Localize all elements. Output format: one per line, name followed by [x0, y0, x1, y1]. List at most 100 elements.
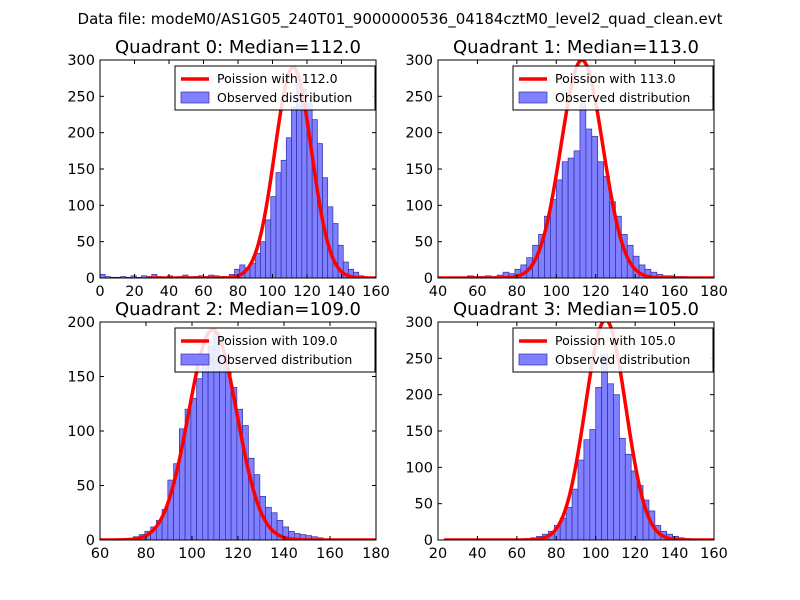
histogram-bar [630, 470, 638, 541]
x-tick-label: 40 [429, 284, 447, 300]
x-tick-label: 60 [194, 284, 212, 300]
y-tick-label: 50 [77, 235, 95, 251]
x-tick-label: 120 [582, 284, 610, 300]
x-tick-label: 180 [362, 546, 390, 562]
histogram-bar [591, 135, 599, 279]
histogram-bar [271, 512, 278, 541]
histogram-bar [585, 128, 593, 279]
x-tick-label: 40 [160, 284, 178, 300]
quadrant-1-panel: Quadrant 1: Median=113.0 40 60 80 100 120 140 1… [405, 37, 728, 300]
y-tick-label: 0 [424, 533, 433, 549]
y-tick-label: 100 [67, 198, 95, 214]
histogram-bar [207, 345, 215, 541]
x-tick-label: 100 [178, 546, 206, 562]
histogram-bar [565, 506, 573, 541]
y-tick-label: 150 [67, 162, 95, 178]
legend-bar-swatch [180, 353, 210, 366]
histogram-bar [577, 459, 585, 541]
histogram-bar [291, 106, 298, 279]
poisson-curve [443, 322, 714, 540]
histogram-bar [595, 387, 602, 541]
histogram-bar [619, 437, 626, 541]
histogram-bar [196, 378, 203, 541]
y-tick-label: 200 [405, 388, 433, 404]
histogram-bar [280, 159, 287, 279]
histogram-bar [555, 179, 563, 279]
legend-line-label: Poission with 105.0 [555, 333, 676, 348]
x-tick-label: 160 [316, 546, 344, 562]
histogram-bar [613, 394, 620, 541]
histogram-bar [567, 157, 575, 279]
quadrant-3-panel: Quadrant 3: Median=105.0 20 40 60 80 100 120 14… [405, 299, 728, 562]
quadrant-1-bars [467, 103, 687, 279]
x-tick-label: 140 [621, 284, 649, 300]
y-tick-label: 300 [67, 53, 95, 69]
histogram-bar [597, 161, 604, 279]
x-tick-label: 180 [700, 284, 728, 300]
y-tick-label: 50 [415, 497, 433, 513]
x-tick-label: 160 [362, 284, 390, 300]
legend-bar-label: Observed distribution [555, 90, 690, 105]
histogram-bar [624, 453, 632, 541]
histogram-bar [202, 365, 209, 541]
x-tick-label: 140 [661, 546, 689, 562]
quadrant-3-bars [524, 354, 691, 541]
quadrant-0-panel: Quadrant 0: Median=112.0 0 20 40 60 80 100 120 1… [67, 37, 390, 300]
histogram-bar [332, 223, 339, 279]
quadrant-1-title: Quadrant 1: Median=113.0 [453, 37, 699, 58]
y-tick-label: 300 [405, 315, 433, 331]
poisson-curve [146, 65, 376, 278]
x-tick-label: 20 [125, 284, 143, 300]
x-tick-label: 160 [661, 284, 689, 300]
legend-bar-label: Observed distribution [555, 352, 690, 367]
x-tick-label: 120 [621, 546, 649, 562]
x-tick-label: 160 [700, 546, 728, 562]
legend-box [174, 65, 376, 111]
x-tick-label: 120 [293, 284, 321, 300]
y-tick-label: 300 [405, 53, 433, 69]
x-tick-label: 100 [582, 546, 610, 562]
legend-bar-swatch [518, 353, 548, 366]
y-tick-label: 0 [86, 271, 95, 287]
histogram-bar [311, 119, 318, 279]
y-tick-label: 250 [405, 351, 433, 367]
histogram-bar [601, 354, 608, 541]
legend-bar-swatch [518, 91, 548, 104]
x-tick-label: 100 [259, 284, 287, 300]
x-tick-label: 80 [547, 546, 565, 562]
histogram-bar [583, 439, 591, 541]
legend-bar-label: Observed distribution [217, 352, 352, 367]
x-tick-label: 20 [429, 546, 447, 562]
x-tick-label: 80 [229, 284, 247, 300]
x-tick-label: 60 [508, 546, 526, 562]
legend-bar-label: Observed distribution [217, 90, 352, 105]
histogram-bar [265, 219, 272, 279]
quadrant-3-title: Quadrant 3: Median=105.0 [453, 299, 699, 320]
y-tick-label: 250 [405, 89, 433, 105]
histogram-bar [190, 397, 197, 541]
histogram-bar [296, 82, 303, 279]
y-tick-label: 100 [405, 460, 433, 476]
y-tick-label: 250 [67, 89, 95, 105]
legend-bar-swatch [180, 91, 210, 104]
y-tick-label: 200 [405, 126, 433, 142]
y-tick-label: 100 [405, 198, 433, 214]
histogram-bar [589, 429, 597, 541]
legend-line-label: Poission with 112.0 [217, 71, 338, 86]
quadrant-0-bars [99, 82, 365, 279]
x-tick-label: 60 [468, 284, 486, 300]
figure-title: Data file: modeM0/AS1G05_240T01_90000005… [78, 10, 723, 29]
quadrant-2-legend: Poission with 109.0 Observed distribution [174, 327, 376, 373]
y-tick-label: 150 [405, 424, 433, 440]
histogram-bar [254, 252, 261, 279]
x-tick-label: 0 [95, 284, 104, 300]
y-tick-label: 150 [405, 162, 433, 178]
histogram-bar [285, 137, 292, 279]
histogram-bar [260, 241, 266, 279]
x-tick-label: 60 [91, 546, 109, 562]
y-tick-label: 200 [67, 126, 95, 142]
histogram-bar [99, 274, 106, 279]
histogram-bar [579, 103, 587, 279]
x-tick-label: 80 [137, 546, 155, 562]
